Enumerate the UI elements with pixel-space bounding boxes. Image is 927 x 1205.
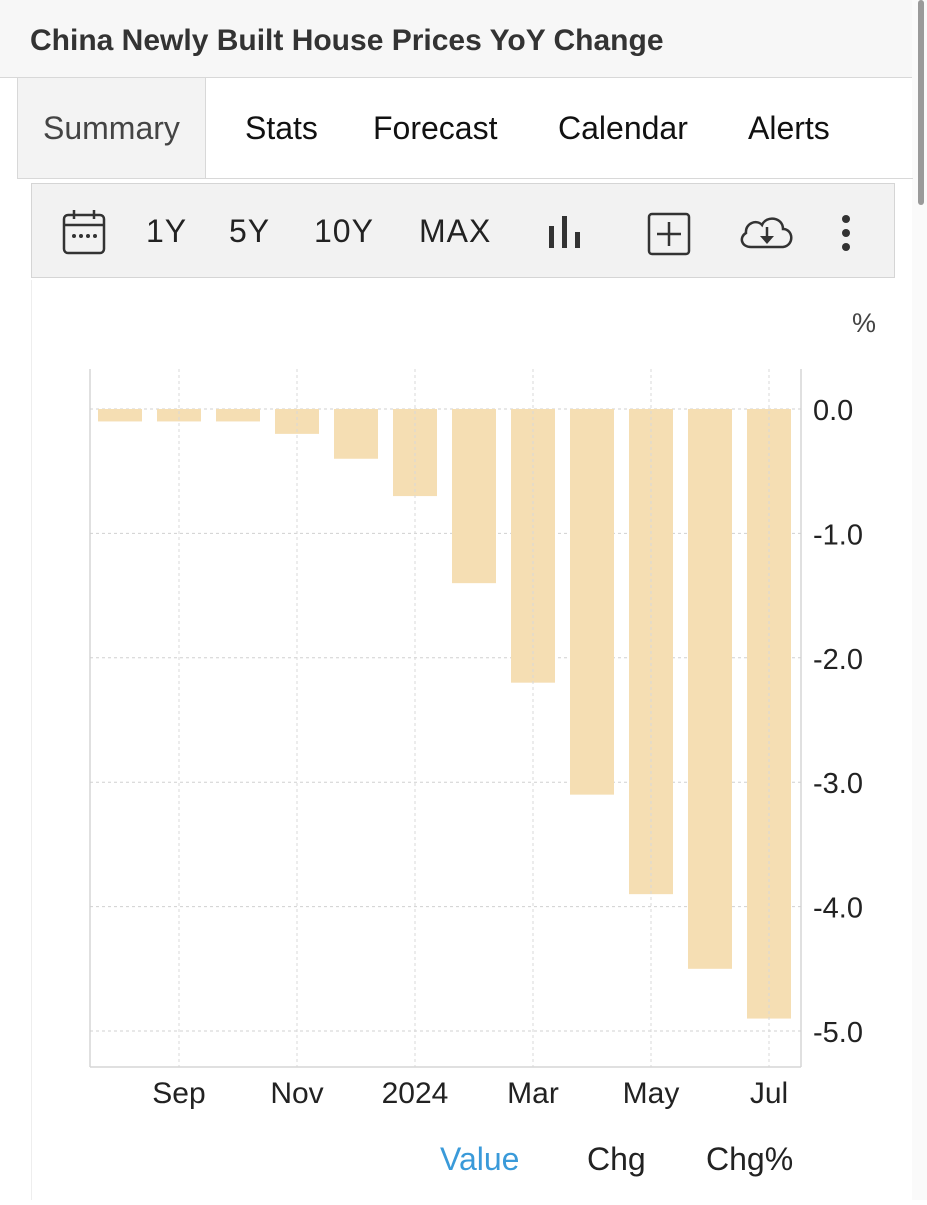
cloud-download-icon[interactable] [737, 211, 797, 253]
range-5y-button[interactable]: 5Y [229, 213, 271, 249]
y-tick-label: -5.0 [813, 1017, 863, 1049]
bar[interactable] [216, 409, 260, 422]
x-tick-label: Nov [270, 1077, 323, 1110]
scrollbar-thumb[interactable] [918, 0, 924, 205]
y-tick-label: -1.0 [813, 519, 863, 551]
tab-forecast[interactable]: Forecast [373, 110, 498, 146]
range-10y-button[interactable]: 10Y [314, 213, 374, 249]
bar[interactable] [452, 409, 496, 584]
x-tick-label: Sep [152, 1077, 205, 1110]
x-tick-label: Mar [507, 1077, 559, 1110]
bar[interactable] [157, 409, 201, 422]
x-tick-label: Jul [750, 1077, 788, 1110]
calendar-icon[interactable] [62, 209, 106, 255]
x-tick-label: 2024 [382, 1077, 449, 1110]
tab-stats[interactable]: Stats [245, 110, 318, 146]
title-bar: China Newly Built House Prices YoY Chang… [0, 0, 912, 78]
y-unit-label: % [852, 308, 876, 338]
tab-calendar[interactable]: Calendar [558, 110, 688, 146]
y-tick-label: -4.0 [813, 893, 863, 925]
bar[interactable] [334, 409, 378, 459]
x-tick-label: May [623, 1077, 680, 1110]
bar-chart-icon[interactable] [547, 214, 583, 250]
scrollbar[interactable] [912, 0, 927, 1200]
legend-chg-pct[interactable]: Chg% [706, 1141, 794, 1177]
legend-chg[interactable]: Chg [587, 1141, 646, 1177]
y-tick-label: 0.0 [813, 395, 853, 427]
bar-chart: 0.0 -1.0 -2.0 -3.0 -4.0 -5.0% Sep Nov 2024 Mar May… [89, 308, 876, 1110]
bar[interactable] [570, 409, 614, 795]
bar[interactable] [688, 409, 732, 969]
range-max-button[interactable]: MAX [419, 213, 492, 249]
compare-add-icon[interactable] [647, 212, 691, 256]
y-tick-label: -2.0 [813, 644, 863, 676]
more-vertical-icon[interactable] [840, 214, 852, 252]
y-tick-label: -3.0 [813, 768, 863, 800]
tab-bar: Summary Stats Forecast Calendar Alerts [17, 78, 913, 179]
chart-toolbar: 1Y 5Y 10Y MAX [31, 183, 895, 278]
bar[interactable] [98, 409, 142, 422]
page-title: China Newly Built House Prices YoY Chang… [30, 24, 664, 57]
range-1y-button[interactable]: 1Y [146, 213, 188, 249]
tab-summary[interactable]: Summary [18, 78, 206, 178]
chart-area: 0.0 -1.0 -2.0 -3.0 -4.0 -5.0% Sep Nov 2024 Mar May… [31, 280, 898, 1200]
tab-alerts[interactable]: Alerts [748, 110, 830, 146]
legend-value[interactable]: Value [440, 1141, 520, 1177]
